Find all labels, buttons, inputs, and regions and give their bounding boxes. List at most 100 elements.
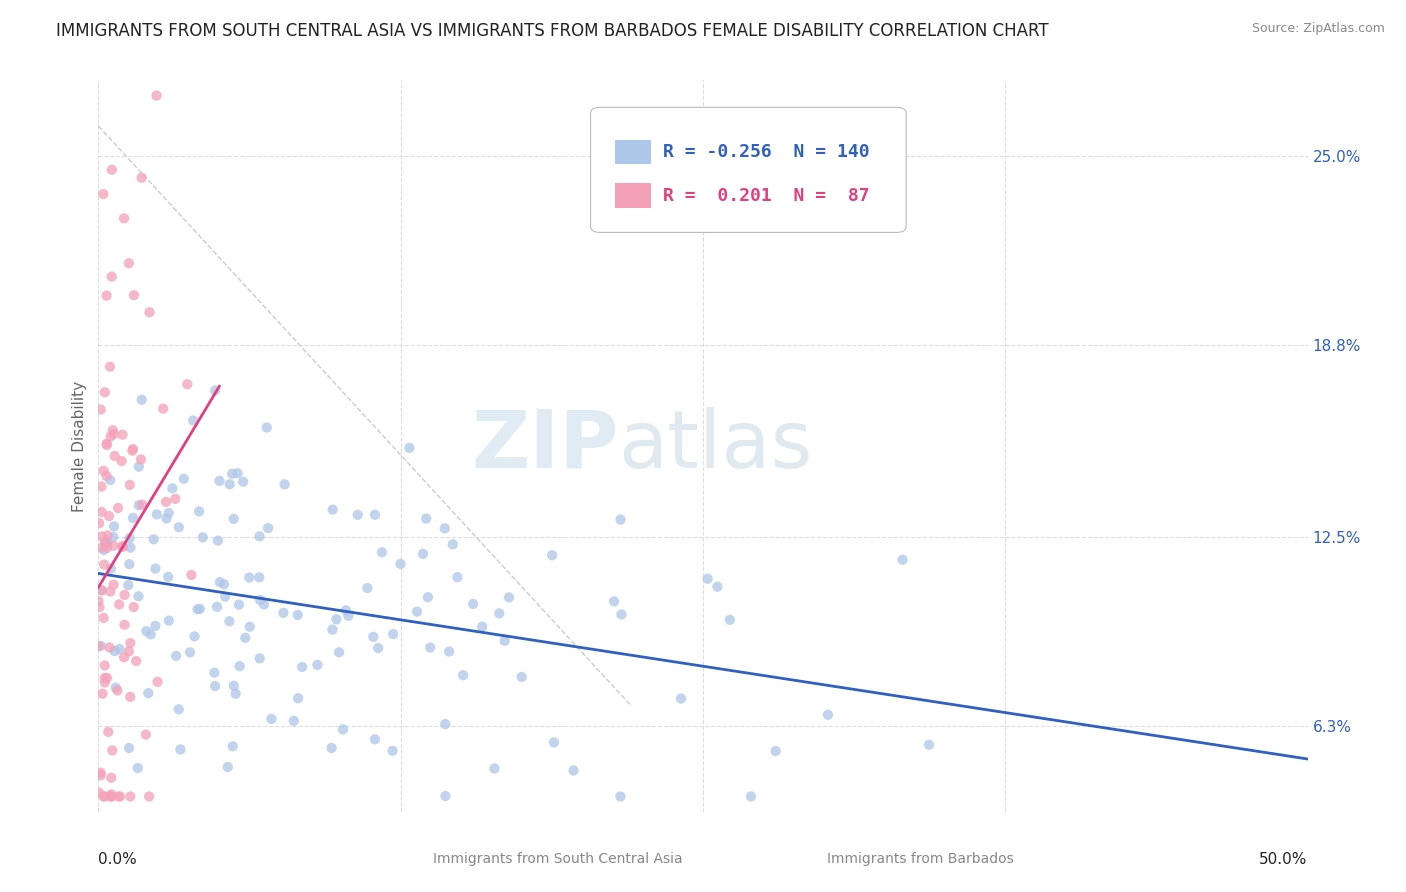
Point bbox=[765, 744, 787, 758]
Point bbox=[145, 508, 167, 522]
Bar bbox=[614, 139, 651, 164]
Point bbox=[471, 620, 494, 634]
Point bbox=[155, 495, 177, 509]
Point bbox=[94, 535, 117, 549]
Point bbox=[696, 572, 718, 586]
Point bbox=[204, 679, 226, 693]
Point bbox=[91, 583, 114, 598]
Point bbox=[101, 743, 124, 757]
Bar bbox=[614, 184, 651, 209]
Point bbox=[247, 570, 270, 584]
Point bbox=[118, 531, 141, 545]
Point bbox=[325, 612, 347, 626]
Point bbox=[131, 498, 153, 512]
Point bbox=[718, 613, 741, 627]
Point bbox=[93, 464, 115, 478]
Point bbox=[138, 789, 160, 804]
Point bbox=[107, 500, 129, 515]
Point bbox=[90, 583, 112, 598]
Point bbox=[94, 385, 117, 400]
Point bbox=[100, 561, 122, 575]
Point bbox=[609, 789, 631, 804]
Point bbox=[108, 598, 131, 612]
Point bbox=[446, 570, 468, 584]
Point bbox=[187, 602, 209, 616]
Point bbox=[441, 537, 464, 551]
Point bbox=[94, 536, 117, 550]
Point bbox=[191, 530, 214, 544]
Point bbox=[706, 580, 728, 594]
Point bbox=[346, 508, 368, 522]
Point bbox=[183, 629, 205, 643]
Point bbox=[96, 528, 118, 542]
Point bbox=[321, 740, 343, 755]
Point bbox=[120, 636, 142, 650]
Point bbox=[434, 717, 457, 731]
Point bbox=[204, 384, 226, 398]
Point bbox=[260, 712, 283, 726]
Point bbox=[87, 594, 110, 608]
Point bbox=[419, 640, 441, 655]
Point bbox=[96, 541, 118, 555]
Point bbox=[165, 648, 187, 663]
Point bbox=[100, 789, 122, 804]
Point bbox=[218, 614, 240, 628]
Text: R =  0.201  N =  87: R = 0.201 N = 87 bbox=[664, 186, 870, 205]
Point bbox=[439, 644, 461, 658]
Point bbox=[494, 633, 516, 648]
Point bbox=[104, 449, 127, 463]
Point bbox=[112, 650, 135, 665]
Text: Source: ZipAtlas.com: Source: ZipAtlas.com bbox=[1251, 22, 1385, 36]
Point bbox=[498, 591, 520, 605]
Point bbox=[152, 401, 174, 416]
Point bbox=[100, 789, 122, 804]
Point bbox=[381, 744, 404, 758]
Point bbox=[145, 561, 167, 575]
Point bbox=[155, 511, 177, 525]
Point bbox=[118, 478, 141, 492]
Text: IMMIGRANTS FROM SOUTH CENTRAL ASIA VS IMMIGRANTS FROM BARBADOS FEMALE DISABILITY: IMMIGRANTS FROM SOUTH CENTRAL ASIA VS IM… bbox=[56, 22, 1049, 40]
Point bbox=[398, 441, 420, 455]
Point bbox=[162, 481, 184, 495]
Point bbox=[108, 642, 131, 657]
Text: Immigrants from South Central Asia: Immigrants from South Central Asia bbox=[433, 852, 683, 866]
Point bbox=[562, 764, 585, 778]
Point bbox=[176, 377, 198, 392]
Point bbox=[222, 739, 245, 754]
Point bbox=[90, 529, 112, 543]
Point bbox=[228, 598, 250, 612]
Point bbox=[114, 617, 136, 632]
Point bbox=[111, 539, 134, 553]
Point bbox=[101, 162, 124, 177]
Point bbox=[434, 789, 457, 803]
Point bbox=[817, 707, 839, 722]
Point bbox=[135, 728, 157, 742]
Point bbox=[96, 671, 118, 685]
Point bbox=[121, 443, 143, 458]
Point bbox=[257, 521, 280, 535]
Point bbox=[367, 641, 389, 656]
Point bbox=[603, 594, 626, 608]
Point bbox=[283, 714, 305, 728]
Point bbox=[287, 607, 309, 622]
Point bbox=[208, 474, 231, 488]
Point bbox=[273, 477, 295, 491]
Point bbox=[96, 535, 118, 549]
Point bbox=[238, 570, 260, 584]
Point bbox=[118, 644, 141, 658]
Point bbox=[117, 578, 139, 592]
Point bbox=[180, 568, 202, 582]
Point bbox=[669, 691, 692, 706]
Point bbox=[918, 738, 941, 752]
Point bbox=[415, 511, 437, 525]
Point bbox=[382, 627, 405, 641]
Point bbox=[212, 577, 235, 591]
Point bbox=[222, 679, 245, 693]
Point bbox=[87, 786, 110, 800]
Point bbox=[169, 742, 191, 756]
Point bbox=[122, 600, 145, 615]
Point bbox=[118, 741, 141, 756]
Point bbox=[100, 771, 122, 785]
Point bbox=[98, 509, 121, 524]
Point bbox=[253, 598, 276, 612]
